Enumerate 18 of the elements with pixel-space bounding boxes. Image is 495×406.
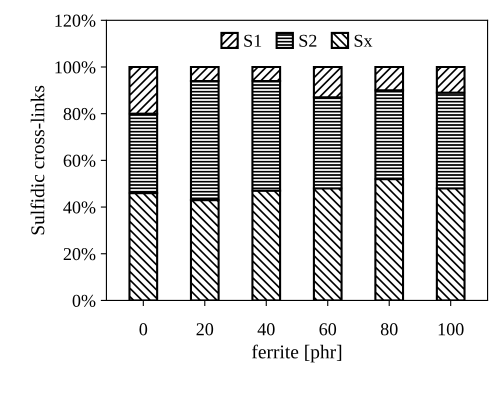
legend-label: S2 — [300, 34, 316, 47]
y-tick-label: 100% — [55, 61, 96, 74]
y-tick-label: 120% — [55, 14, 96, 27]
x-tick-label: 100 — [438, 323, 464, 336]
x-tick-label: 20 — [196, 323, 214, 336]
y-tick-label: 80% — [64, 108, 96, 120]
x-tick-label: 80 — [380, 323, 398, 336]
x-tick-label: 0 — [139, 323, 148, 336]
y-tick-label: 20% — [64, 248, 96, 260]
y-tick-label: 60% — [64, 154, 96, 167]
y-tick-label: 40% — [63, 201, 96, 214]
x-tick-label: 60 — [319, 323, 336, 336]
legend-label: S1 — [244, 34, 262, 47]
legend-label: Sx — [354, 34, 372, 47]
y-tick-label: 0% — [72, 294, 96, 307]
x-axis-title: ferrite [phr] — [252, 344, 342, 362]
y-axis-title: Sulfidic cross-links — [30, 86, 44, 234]
x-tick-label: 40 — [258, 323, 275, 336]
